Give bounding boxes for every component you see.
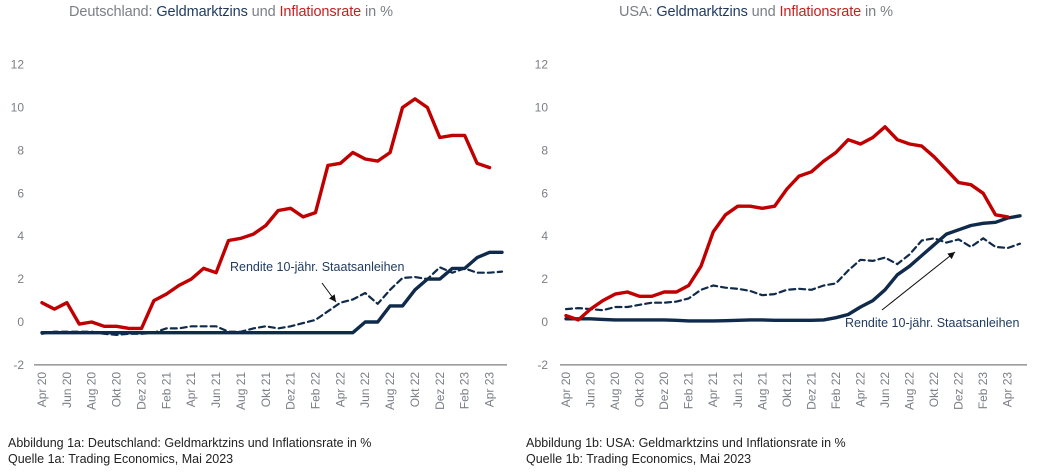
line-chart-usa: 12 10 8 6 4 2 0 -2 Apr 20 Jun 20 Aug 20 Okt 20 Dez 2… — [535, 58, 1027, 410]
x-tick-label: Aug 20 — [608, 372, 622, 410]
x-tick-label: Aug 21 — [755, 372, 769, 410]
y-tick-label: 6 — [541, 186, 548, 200]
x-tick-label: Apr 21 — [706, 372, 720, 408]
series-line-inflationsrate — [40, 97, 492, 331]
series-line-geldmarktzins — [40, 250, 504, 335]
y-tick-label: 8 — [541, 143, 548, 157]
x-tick-label: Dez 21 — [284, 372, 298, 410]
y-tick-label: 4 — [541, 229, 548, 243]
title-mid: und — [247, 4, 280, 20]
x-tick-label: Feb 21 — [159, 372, 173, 410]
x-tick-label: Okt 22 — [927, 372, 941, 408]
x-tick-label: Apr 23 — [1001, 372, 1015, 408]
title-money-market: Geldmarktzins — [656, 4, 748, 20]
series-line-rendite-10-j-hr-staatsanleihen — [564, 237, 1022, 312]
title-money-market: Geldmarktzins — [156, 4, 248, 20]
x-tick-label: Feb 21 — [682, 372, 696, 410]
x-tick-label: Jun 20 — [60, 372, 74, 408]
caption-line-1: Abbildung 1a: Deutschland: Geldmarktzins… — [8, 436, 372, 450]
arrowhead-icon — [329, 294, 336, 302]
x-tick-label: Jun 22 — [358, 372, 372, 408]
x-tick-label: Jun 21 — [731, 372, 745, 408]
y-tick-label: 12 — [535, 58, 549, 72]
x-tick-label: Apr 22 — [853, 372, 867, 408]
title-prefix: USA: — [619, 4, 657, 20]
arrowhead-icon — [947, 252, 955, 260]
y-tick-label: 10 — [11, 101, 25, 115]
y-tick-label: 2 — [17, 272, 24, 286]
x-tick-label: Apr 20 — [559, 372, 573, 408]
title-inflation: Inflationsrate — [779, 4, 862, 20]
chart-panel-germany: Deutschland: Geldmarktzins und Inflation… — [8, 4, 507, 467]
y-tick-label: -2 — [13, 358, 24, 372]
x-tick-label: Okt 21 — [259, 372, 273, 408]
chart-title: USA: Geldmarktzins und Inflationsrate in… — [619, 4, 893, 20]
x-tick-label: Dez 22 — [433, 372, 447, 410]
x-tick-label: Dez 20 — [134, 372, 148, 410]
figure-caption: Abbildung 1b: USA: Geldmarktzins und Inf… — [526, 435, 846, 467]
caption-line-2: Quelle 1b: Trading Economics, Mai 2023 — [526, 452, 752, 466]
annotation-label: Rendite 10-jähr. Staatsanleihen — [230, 260, 404, 274]
title-mid: und — [747, 4, 780, 20]
x-tick-label: Aug 22 — [383, 372, 397, 410]
y-tick-label: 6 — [17, 186, 24, 200]
x-tick-label: Okt 22 — [408, 372, 422, 408]
x-tick-label: Jun 22 — [878, 372, 892, 408]
caption-line-1: Abbildung 1b: USA: Geldmarktzins und Inf… — [526, 436, 846, 450]
x-tick-label: Feb 22 — [829, 372, 843, 410]
x-tick-label: Apr 20 — [35, 372, 49, 408]
x-tick-label: Feb 22 — [309, 372, 323, 410]
y-tick-label: 0 — [17, 315, 24, 329]
y-tick-label: 0 — [541, 315, 548, 329]
caption-line-2: Quelle 1a: Trading Economics, Mai 2023 — [8, 452, 234, 466]
figure-caption: Abbildung 1a: Deutschland: Geldmarktzins… — [8, 435, 371, 467]
y-tick-label: 4 — [17, 229, 24, 243]
x-tick-label: Jun 21 — [209, 372, 223, 408]
x-tick-label: Dez 21 — [804, 372, 818, 410]
x-tick-label: Aug 21 — [234, 372, 248, 410]
y-tick-label: 2 — [541, 272, 548, 286]
x-tick-label: Dez 22 — [952, 372, 966, 410]
title-inflation: Inflationsrate — [279, 4, 362, 20]
x-tick-label: Okt 20 — [633, 372, 647, 408]
y-tick-label: 10 — [535, 101, 549, 115]
annotation-arrow — [881, 251, 956, 311]
title-suffix: in % — [361, 4, 393, 20]
annotation-label: Rendite 10-jähr. Staatsanleihen — [845, 316, 1019, 330]
x-tick-label: Feb 23 — [458, 372, 472, 410]
line-chart-germany: 12 10 8 6 4 2 0 -2 Apr 20 Jun 20 Aug 20 Okt 20 Dez 2… — [11, 58, 507, 410]
x-tick-label: Apr 22 — [333, 372, 347, 408]
series-line-geldmarktzins — [564, 214, 1022, 323]
x-tick-label: Apr 21 — [184, 372, 198, 408]
x-tick-label: Jun 20 — [584, 372, 598, 408]
x-tick-label: Aug 22 — [903, 372, 917, 410]
y-tick-label: 12 — [11, 58, 25, 72]
title-prefix: Deutschland: — [69, 4, 157, 20]
chart-title: Deutschland: Geldmarktzins und Inflation… — [69, 4, 393, 20]
x-tick-label: Okt 21 — [780, 372, 794, 408]
title-suffix: in % — [861, 4, 893, 20]
x-tick-label: Dez 20 — [657, 372, 671, 410]
chart-panel-usa: USA: Geldmarktzins und Inflationsrate in… — [520, 0, 1039, 473]
y-tick-label: 8 — [17, 143, 24, 157]
x-tick-label: Feb 23 — [976, 372, 990, 410]
x-tick-label: Okt 20 — [110, 372, 124, 408]
x-tick-label: Apr 23 — [483, 372, 497, 408]
x-tick-label: Aug 20 — [85, 372, 99, 410]
series-line-inflationsrate — [564, 125, 1010, 322]
y-tick-label: -2 — [537, 358, 548, 372]
